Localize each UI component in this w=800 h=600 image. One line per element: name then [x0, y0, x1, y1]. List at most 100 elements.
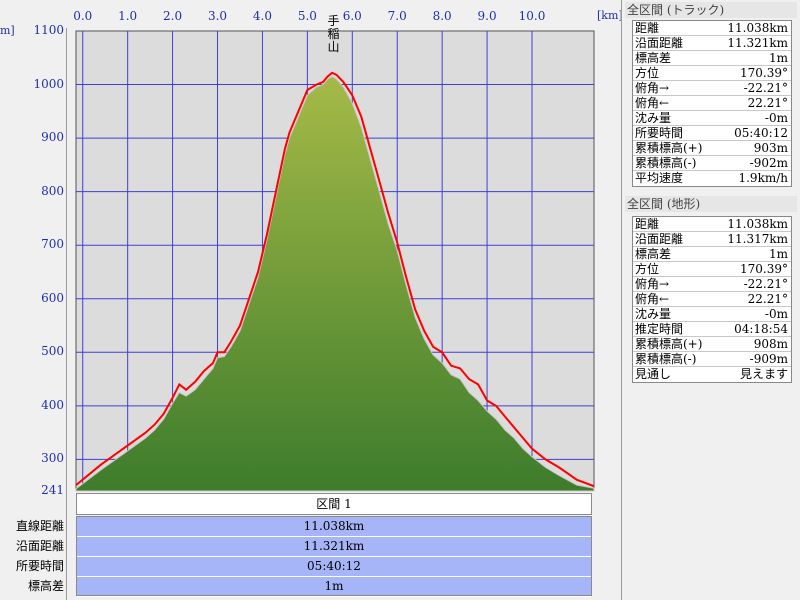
stat-key: 距離: [635, 217, 660, 231]
stat-row: 沿面距離 11.317km: [633, 232, 791, 247]
stat-row: 俯角→ -22.21°: [633, 277, 791, 292]
y-tick-label: 900: [41, 130, 64, 145]
stat-row: 沈み量 -0m: [633, 111, 791, 126]
stat-row: 累積標高(+) 908m: [633, 337, 791, 352]
stat-key: 累積標高(+): [635, 337, 703, 351]
stat-key: 沿面距離: [635, 232, 684, 246]
x-tick-label: 1.0: [118, 9, 138, 23]
segment-value: 1m: [77, 577, 591, 597]
x-tick-label: 0.0: [73, 9, 93, 23]
stat-row: 距離 11.038km: [633, 21, 791, 36]
stat-row: 平均速度 1.9km/h: [633, 171, 791, 186]
stat-key: 標高差: [635, 51, 672, 65]
x-tick-label: 9.0: [477, 9, 497, 23]
track-line: [75, 71, 595, 488]
y-tick-label: 400: [41, 397, 64, 412]
stat-value: 908m: [753, 337, 788, 351]
stat-row: 俯角→ -22.21°: [633, 81, 791, 96]
x-tick-label: 7.0: [387, 9, 407, 23]
stat-value: 11.321km: [727, 36, 788, 50]
segment-label: 所要時間: [15, 559, 64, 573]
stat-key: 推定時間: [635, 322, 684, 336]
y-tick-label: 600: [41, 290, 64, 305]
stat-key: 方位: [635, 66, 660, 80]
stat-value: 11.038km: [727, 21, 788, 35]
stat-key: 平均速度: [635, 171, 684, 185]
stat-value: 04:18:54: [734, 322, 788, 336]
stat-value: 1m: [768, 247, 788, 261]
y-tick-label: 1100: [33, 23, 64, 37]
y-tick-label: 1000: [33, 76, 64, 91]
y-axis-unit: m]: [0, 24, 15, 37]
stat-row: 沈み量 -0m: [633, 307, 791, 322]
x-tick-label: 5.0: [297, 9, 317, 23]
stat-row: 俯角← 22.21°: [633, 96, 791, 111]
stat-row: 沿面距離 11.321km: [633, 36, 791, 51]
stat-key: 標高差: [635, 247, 672, 261]
segment-header[interactable]: 区間 1: [76, 493, 592, 515]
track-panel-title: 全区間 (トラック): [625, 2, 797, 18]
stat-row: 標高差 1m: [633, 247, 791, 262]
stat-row: 俯角← 22.21°: [633, 292, 791, 307]
y-tick-label: 700: [41, 237, 64, 252]
x-tick-label: 3.0: [207, 9, 228, 23]
x-axis-unit: [km]: [597, 9, 623, 22]
stat-row: 累積標高(+) 903m: [633, 141, 791, 156]
segment-label: 沿面距離: [15, 539, 64, 553]
y-tick-label: 500: [41, 344, 64, 359]
x-tick-label: 4.0: [252, 9, 272, 23]
segment-values-box: 11.038km 11.321km 05:40:12 1m: [76, 516, 592, 597]
stat-value: -22.21°: [743, 81, 788, 95]
stat-key: 俯角←: [635, 292, 670, 306]
stat-row: 累積標高(-) -909m: [633, 352, 791, 367]
segment-value: 11.038km: [77, 517, 591, 537]
stat-row: 標高差 1m: [633, 51, 791, 66]
stat-value: -0m: [764, 307, 788, 321]
stat-row: 距離 11.038km: [633, 217, 791, 232]
terrain-panel-title: 全区間 (地形): [625, 196, 797, 212]
stat-key: 俯角←: [635, 96, 670, 110]
stat-value: 1m: [768, 51, 788, 65]
track-stats-panel: 距離 11.038km 沿面距離 11.321km 標高差 1m 方位 170.39° 俯角→ -…: [632, 20, 792, 187]
y-tick-label: 241: [41, 483, 64, 497]
stat-row: 推定時間 04:18:54: [633, 322, 791, 337]
stat-value: 170.39°: [740, 66, 788, 80]
stat-value: 11.317km: [727, 232, 788, 246]
stat-value: 22.21°: [747, 292, 788, 306]
stat-key: 距離: [635, 21, 660, 35]
stat-value: 1.9km/h: [738, 171, 788, 185]
x-tick-label: 8.0: [432, 9, 452, 23]
y-tick-label: 300: [41, 451, 64, 466]
x-tick-label: 10.0: [518, 9, 546, 23]
left-divider: [66, 28, 67, 600]
stat-key: 累積標高(-): [635, 352, 697, 366]
x-tick-label: 6.0: [342, 9, 362, 23]
stat-value: -909m: [749, 352, 788, 366]
x-tick-label: 2.0: [163, 9, 183, 23]
stat-value: -902m: [749, 156, 788, 170]
stat-key: 方位: [635, 262, 660, 276]
stat-value: 05:40:12: [734, 126, 788, 140]
stat-key: 俯角→: [635, 81, 670, 95]
elevation-profile-chart[interactable]: 手稲山: [0, 0, 622, 492]
stat-value: -22.21°: [743, 277, 788, 291]
stat-row: 方位 170.39°: [633, 262, 791, 277]
segment-value: 05:40:12: [77, 557, 591, 577]
stat-value: 170.39°: [740, 262, 788, 276]
stat-key: 累積標高(-): [635, 156, 697, 170]
segment-value: 11.321km: [77, 537, 591, 557]
stat-key: 沈み量: [635, 307, 672, 321]
segment-label: 標高差: [27, 579, 64, 593]
y-tick-label: 800: [41, 183, 64, 198]
stat-key: 俯角→: [635, 277, 670, 291]
stat-value: -0m: [764, 111, 788, 125]
stat-row: 所要時間 05:40:12: [633, 126, 791, 141]
stat-value: 903m: [753, 141, 788, 155]
stat-key: 見通し: [635, 367, 672, 381]
peak-label: 手稲山: [326, 14, 340, 53]
stat-value: 22.21°: [747, 96, 788, 110]
terrain-area: [75, 75, 595, 492]
stat-value: 見えます: [739, 367, 788, 381]
stat-row: 見通し 見えます: [633, 367, 791, 382]
stat-key: 累積標高(+): [635, 141, 703, 155]
